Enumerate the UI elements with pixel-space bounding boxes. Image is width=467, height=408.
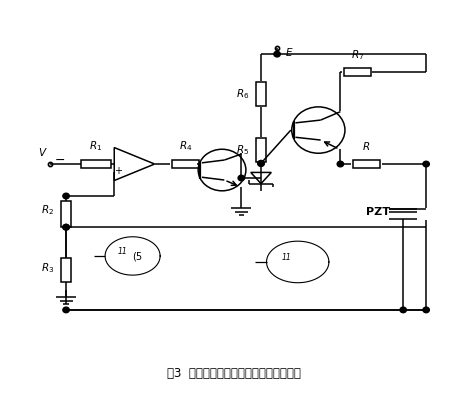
Circle shape: [63, 224, 69, 230]
Text: 11: 11: [282, 253, 291, 262]
Text: $R_2$: $R_2$: [41, 203, 54, 217]
Circle shape: [258, 160, 264, 166]
Text: $V$: $V$: [38, 146, 48, 158]
Circle shape: [258, 161, 264, 166]
Text: $E$: $E$: [285, 46, 294, 58]
Circle shape: [238, 175, 245, 181]
Circle shape: [400, 307, 406, 313]
Bar: [256, 138, 266, 162]
Text: $R_5$: $R_5$: [236, 143, 249, 157]
Text: $-$: $-$: [54, 153, 65, 166]
Bar: [171, 160, 199, 168]
Text: 图3  电荷充电式玉电陶瓷驱动电源原理图: 图3 电荷充电式玉电陶瓷驱动电源原理图: [167, 367, 300, 380]
Text: 11: 11: [118, 248, 127, 257]
Bar: [81, 160, 111, 168]
Bar: [62, 201, 71, 227]
Circle shape: [63, 224, 69, 230]
Text: (5: (5: [132, 252, 142, 262]
Bar: [353, 160, 380, 168]
Bar: [344, 68, 371, 76]
Text: $R_7$: $R_7$: [351, 48, 364, 62]
Circle shape: [274, 51, 280, 57]
Circle shape: [63, 307, 69, 313]
Text: PZT: PZT: [366, 207, 390, 217]
Circle shape: [423, 307, 429, 313]
Text: +: +: [114, 166, 122, 176]
Text: $R_4$: $R_4$: [179, 140, 192, 153]
Circle shape: [63, 193, 69, 199]
Text: $R_3$: $R_3$: [41, 261, 54, 275]
Bar: [62, 258, 71, 282]
Circle shape: [423, 161, 429, 167]
Text: $R_6$: $R_6$: [236, 87, 249, 101]
Text: $R$: $R$: [362, 140, 371, 152]
Bar: [256, 82, 266, 106]
Text: $R_1$: $R_1$: [89, 140, 102, 153]
Circle shape: [337, 161, 344, 167]
